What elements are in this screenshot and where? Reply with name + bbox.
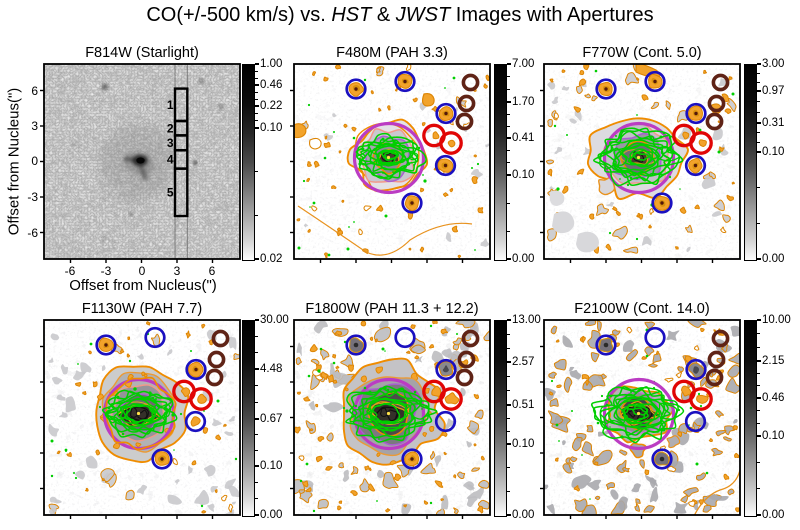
svg-text:3: 3 xyxy=(167,136,174,150)
svg-text:5: 5 xyxy=(167,186,174,200)
svg-text:4: 4 xyxy=(167,153,174,167)
svg-text:2: 2 xyxy=(167,121,174,135)
svg-text:1: 1 xyxy=(167,98,174,112)
